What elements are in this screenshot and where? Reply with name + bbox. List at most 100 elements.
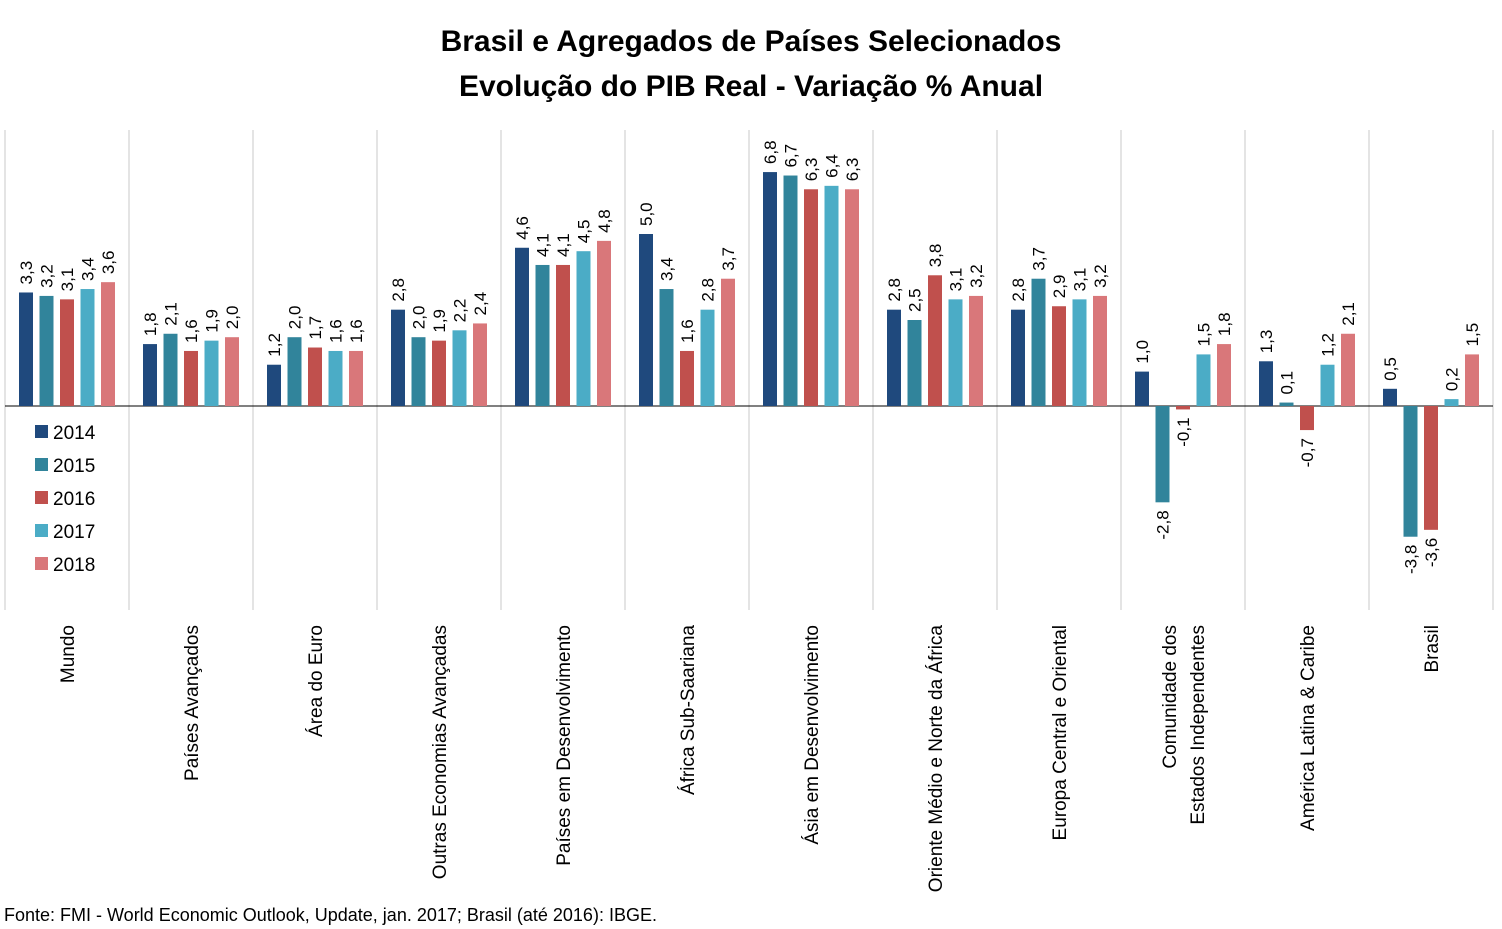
- value-label: 0,1: [1278, 371, 1297, 395]
- value-label: 1,8: [141, 312, 160, 336]
- value-label: 6,3: [843, 158, 862, 182]
- bar: [515, 247, 529, 406]
- bar: [308, 347, 322, 406]
- bar: [763, 172, 777, 406]
- bar: [1217, 344, 1231, 406]
- bar: [1031, 278, 1046, 406]
- bar: [143, 344, 157, 406]
- bar: [39, 295, 54, 406]
- bar: [597, 240, 611, 406]
- value-label: 1,6: [678, 319, 697, 343]
- value-label: 2,5: [906, 288, 925, 312]
- bar: [1341, 333, 1355, 406]
- bar: [19, 292, 33, 406]
- source-note: Fonte: FMI - World Economic Outlook, Upd…: [4, 905, 657, 925]
- legend-label: 2017: [53, 522, 95, 543]
- bar: [928, 275, 942, 406]
- bar: [184, 350, 198, 406]
- value-label: 1,8: [1215, 312, 1234, 336]
- category-label: África Sub-Saariana: [678, 625, 699, 795]
- legend-swatch: [35, 458, 48, 471]
- value-label: 1,2: [265, 333, 284, 357]
- bar: [1444, 399, 1459, 406]
- bars: [19, 172, 1479, 537]
- bar: [473, 323, 487, 406]
- value-label: 3,7: [1030, 247, 1049, 271]
- value-label: 4,6: [513, 216, 532, 240]
- bar: [204, 340, 219, 406]
- value-label: 6,7: [782, 144, 801, 168]
- bar: [1135, 371, 1149, 406]
- bar: [824, 185, 839, 406]
- value-label: 2,8: [885, 278, 904, 302]
- category-label: América Latina & Caribe: [1298, 625, 1319, 831]
- value-label: 2,4: [471, 292, 490, 316]
- bar: [1196, 354, 1211, 406]
- value-label: 3,8: [926, 244, 945, 268]
- value-label: 1,0: [1133, 340, 1152, 364]
- category-labels: Mundo Países Avançados Área do Euro Outras …: [58, 625, 1443, 893]
- category-gridlines: [4, 130, 1494, 610]
- bar: [1383, 388, 1397, 406]
- bar: [680, 350, 694, 406]
- bar: [1300, 406, 1314, 431]
- category-label: Área do Euro: [306, 625, 327, 737]
- legend-swatch: [35, 425, 48, 438]
- value-label: 1,2: [1319, 333, 1338, 357]
- legend-label: 2015: [53, 456, 95, 477]
- value-label: 6,4: [823, 154, 842, 178]
- value-label: 2,1: [162, 302, 181, 326]
- value-label: 3,4: [658, 257, 677, 281]
- value-label: 3,1: [58, 268, 77, 292]
- bar: [845, 189, 859, 406]
- category-label: Ásia em Desenvolvimento: [802, 625, 823, 845]
- value-label: 4,8: [595, 209, 614, 233]
- value-label: 2,8: [699, 278, 718, 302]
- bar: [452, 330, 467, 406]
- bar: [535, 264, 550, 406]
- bar: [1403, 406, 1418, 537]
- value-label: 2,1: [1339, 302, 1358, 326]
- value-label: 6,8: [761, 140, 780, 164]
- bar: [721, 278, 735, 406]
- value-label: 1,9: [203, 309, 222, 333]
- value-label: 6,3: [802, 158, 821, 182]
- value-label: -0,1: [1174, 417, 1193, 446]
- bar: [907, 320, 922, 406]
- category-label: Mundo: [58, 625, 79, 683]
- chart-subtitle: Evolução do PIB Real - Variação % Anual: [459, 70, 1043, 103]
- category-label: Estados Independentes: [1188, 625, 1209, 825]
- bar: [783, 175, 798, 406]
- value-label: 4,1: [534, 233, 553, 257]
- bar: [1093, 295, 1107, 406]
- value-label: -3,8: [1402, 545, 1421, 574]
- bar: [1052, 306, 1066, 406]
- value-label: 2,9: [1050, 275, 1069, 299]
- value-label: 2,8: [1009, 278, 1028, 302]
- legend-swatch: [35, 557, 48, 570]
- bar: [948, 299, 963, 406]
- bar: [267, 364, 281, 406]
- value-label: 1,6: [182, 319, 201, 343]
- bar: [60, 299, 74, 406]
- value-label: 3,1: [1071, 268, 1090, 292]
- bar: [1424, 406, 1438, 530]
- category-label: Europa Central e Oriental: [1050, 625, 1071, 840]
- bar: [556, 264, 570, 406]
- value-label: 2,8: [389, 278, 408, 302]
- category-label: Outras Economias Avançadas: [430, 625, 451, 879]
- bar: [411, 337, 426, 406]
- bar: [432, 340, 446, 406]
- value-label: 3,6: [99, 251, 118, 275]
- bar: [1155, 406, 1170, 503]
- value-label: 1,3: [1257, 330, 1276, 354]
- value-label: 2,2: [451, 299, 470, 323]
- bar: [1011, 309, 1025, 406]
- bar: [349, 350, 363, 406]
- value-label: 3,2: [38, 264, 57, 288]
- value-label: 4,1: [554, 233, 573, 257]
- chart-title: Brasil e Agregados de Países Selecionado…: [441, 25, 1062, 58]
- category-label: Países em Desenvolvimento: [554, 625, 575, 866]
- category-label: Oriente Médio e Norte da África: [926, 625, 947, 893]
